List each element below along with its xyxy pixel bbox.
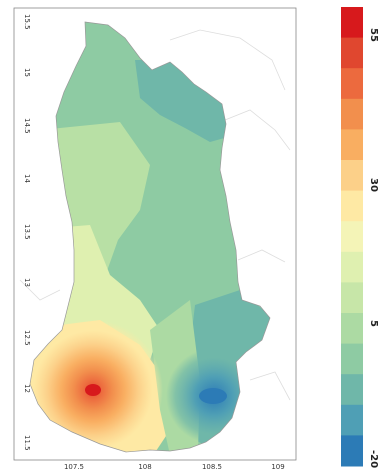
colorbar-label-low: 5 [368, 320, 379, 327]
colorbar-segment [341, 404, 363, 436]
x-tick: 107.5 [64, 463, 84, 471]
colorbar-segment [341, 68, 363, 100]
colorbar-segment [341, 7, 363, 39]
colorbar-segment [341, 251, 363, 283]
cold-spot-core [199, 388, 227, 404]
colorbar-segment [341, 129, 363, 161]
colorbar-segment [341, 313, 363, 345]
colorbar-segment [341, 160, 363, 192]
y-tick: 13.5 [23, 224, 31, 240]
colorbar-segment [341, 221, 363, 253]
colorbar-labels: 55 30 5 -20 [368, 28, 379, 468]
colorbar-segment [341, 435, 363, 467]
colorbar-segment [341, 98, 363, 130]
hot-spot-core [85, 384, 101, 396]
y-tick: 12 [23, 384, 31, 393]
colorbar-segment [341, 282, 363, 314]
colorbar-segment [341, 343, 363, 375]
neighbor-boundaries [19, 29, 291, 401]
y-tick: 15.5 [23, 14, 31, 30]
province-outline [29, 21, 271, 453]
y-axis-ticks: 15.5 15 14.5 14 13.5 13 12.5 12 11.5 [23, 14, 31, 451]
y-tick: 12.5 [23, 330, 31, 346]
colorbar-segment [341, 374, 363, 406]
x-tick: 108 [138, 463, 151, 471]
y-tick: 14 [23, 174, 31, 183]
colorbar-segment [341, 190, 363, 222]
x-tick: 108.5 [202, 463, 222, 471]
colorbar [341, 7, 363, 467]
y-tick: 15 [23, 68, 31, 77]
colorbar-label-high: 30 [368, 178, 379, 192]
x-tick: 109 [271, 463, 284, 471]
y-tick: 14.5 [23, 118, 31, 134]
x-axis-ticks: 107.5 108 108.5 109 [64, 463, 285, 471]
colorbar-label-max: 55 [368, 28, 379, 42]
y-tick: 11.5 [23, 435, 31, 451]
y-tick: 13 [23, 278, 31, 287]
colorbar-segment [341, 37, 363, 69]
colorbar-label-min: -20 [368, 450, 379, 468]
